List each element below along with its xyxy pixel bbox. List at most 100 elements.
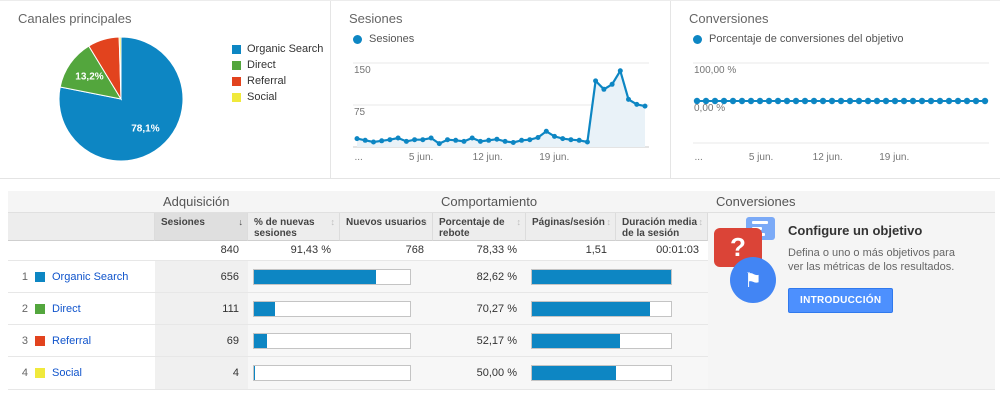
x-axis-label: 19 jun. [539, 152, 570, 163]
data-point [954, 97, 962, 105]
bar-track [253, 332, 411, 349]
bounce-bar [532, 269, 671, 284]
data-point [945, 97, 953, 105]
channel-row-direct: 2 Direct [8, 293, 155, 325]
bounce-bar-cell [526, 325, 708, 357]
data-point [918, 97, 926, 105]
sessions-bar-cell [248, 261, 433, 293]
section-conversions: Conversiones [708, 191, 995, 213]
x-axis-label: 12 jun. [812, 152, 843, 163]
totals-row-spacer [8, 241, 155, 261]
data-point [738, 97, 746, 105]
data-point [453, 137, 459, 143]
data-point [642, 103, 648, 109]
channel-color-icon [35, 335, 45, 346]
data-point [428, 135, 434, 141]
data-point [828, 97, 836, 105]
question-mark-glyph: ? [730, 232, 746, 262]
data-point [519, 137, 525, 143]
bounce-bar-cell [526, 357, 708, 390]
flag-icon: ⚑ [730, 257, 776, 303]
sessions-value: 111 [155, 293, 248, 325]
column-header-5[interactable]: Páginas/sesión ↕ [526, 213, 616, 241]
channel-color-icon [35, 303, 45, 314]
sort-icon: ↕ [698, 217, 704, 227]
x-axis-label: ... [694, 152, 703, 163]
legend-dot-icon [353, 34, 362, 44]
data-point [568, 137, 574, 143]
data-point [395, 135, 401, 141]
data-point [461, 138, 467, 144]
bounce-bar [532, 333, 620, 348]
row-rank: 2 [21, 302, 28, 315]
totals-value-3: 768 [340, 241, 433, 261]
sessions-bar-cell [248, 357, 433, 390]
data-point [634, 101, 640, 107]
channel-color-icon [35, 368, 45, 378]
totals-value-5: 1,51 [526, 241, 616, 261]
data-point [936, 97, 944, 105]
goal-card-text: Configure un objetivo Defina o uno o más… [788, 223, 984, 313]
data-point [593, 78, 599, 84]
bar-track [531, 365, 672, 381]
channel-link[interactable]: Direct [52, 302, 81, 315]
channel-row-organic-search: 1 Organic Search [8, 261, 155, 293]
channel-row-referral: 3 Referral [8, 325, 155, 357]
sessions-value: 4 [155, 357, 248, 390]
bounce-value: 52,17 % [433, 325, 526, 357]
column-header-2[interactable]: % de nuevas sesiones ↕ [248, 213, 340, 241]
channel-link[interactable]: Organic Search [52, 270, 129, 283]
data-point [765, 97, 773, 105]
column-header-1[interactable]: Sesiones ↓ [155, 213, 248, 241]
goal-card-body: Defina o uno o más objetivos para ver la… [788, 247, 955, 273]
sessions-panel-title: Sesiones [349, 11, 403, 26]
totals-value-4: 78,33 % [433, 241, 526, 261]
legend-item-organic-search: Organic Search [232, 43, 323, 55]
sort-icon: ↕ [423, 217, 429, 227]
x-axis-label: 19 jun. [879, 152, 910, 163]
data-point [469, 135, 475, 141]
legend-square-icon [232, 92, 241, 102]
column-header-3[interactable]: Nuevos usuarios ↕ [340, 213, 433, 241]
sessions-bar [254, 366, 255, 380]
data-point [502, 138, 508, 144]
data-point [527, 137, 533, 143]
introduction-button[interactable]: INTRODUCCIÓN [788, 288, 894, 313]
data-point [981, 97, 989, 105]
channel-link[interactable]: Social [52, 367, 82, 379]
data-point [354, 136, 360, 142]
data-point [702, 97, 710, 105]
data-point [576, 137, 582, 143]
data-point [617, 68, 623, 74]
column-header-6[interactable]: Duración media de la sesión ↕ [616, 213, 708, 241]
pie-slice-social [118, 36, 122, 100]
data-point [963, 97, 971, 105]
x-axis-label: ... [354, 152, 363, 163]
row-rank: 3 [21, 334, 28, 347]
goal-card: ? ⚑ Configure un objetivo Defina o uno o… [708, 213, 995, 390]
data-point [412, 137, 418, 143]
totals-value-2: 91,43 % [248, 241, 340, 261]
data-point [900, 97, 908, 105]
data-point [909, 97, 917, 105]
bounce-value: 70,27 % [433, 293, 526, 325]
bar-track [253, 268, 411, 285]
sort-icon: ↕ [516, 217, 522, 227]
sessions-legend-label: Sesiones [369, 33, 415, 45]
bar-track [531, 300, 672, 317]
sessions-bar [254, 333, 267, 348]
conversions-panel-title: Conversiones [689, 11, 769, 26]
row-rank: 4 [21, 367, 28, 379]
sort-icon: ↕ [330, 217, 336, 227]
sessions-value: 69 [155, 325, 248, 357]
data-point [873, 97, 881, 105]
column-header-4[interactable]: Porcentaje de rebote ↕ [433, 213, 526, 241]
channel-row-social: 4 Social [8, 357, 155, 390]
channel-link[interactable]: Referral [52, 334, 92, 347]
conversions-legend-label: Porcentaje de conversiones del objetivo [709, 33, 904, 45]
conversions-legend: Porcentaje de conversiones del objetivo [693, 33, 903, 45]
data-point [436, 141, 442, 147]
legend-square-icon [232, 44, 241, 54]
data-point [747, 97, 755, 105]
